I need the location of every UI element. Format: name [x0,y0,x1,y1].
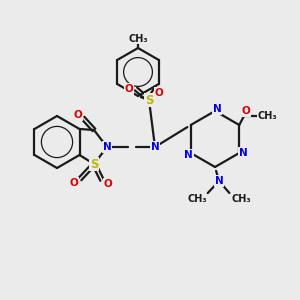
Text: O: O [242,106,250,116]
Text: CH₃: CH₃ [187,194,207,204]
Text: N: N [213,104,221,114]
Text: O: O [154,88,164,98]
Text: O: O [124,84,134,94]
Text: CH₃: CH₃ [231,194,251,204]
Text: N: N [184,150,193,160]
Text: N: N [103,142,111,152]
Text: N: N [214,176,224,186]
Text: S: S [90,158,98,170]
Text: CH₃: CH₃ [257,111,277,121]
Text: N: N [151,142,159,152]
Text: O: O [103,179,112,189]
Text: O: O [74,110,82,120]
Text: N: N [239,148,248,158]
Text: CH₃: CH₃ [128,34,148,44]
Text: O: O [70,178,78,188]
Text: S: S [145,94,153,106]
